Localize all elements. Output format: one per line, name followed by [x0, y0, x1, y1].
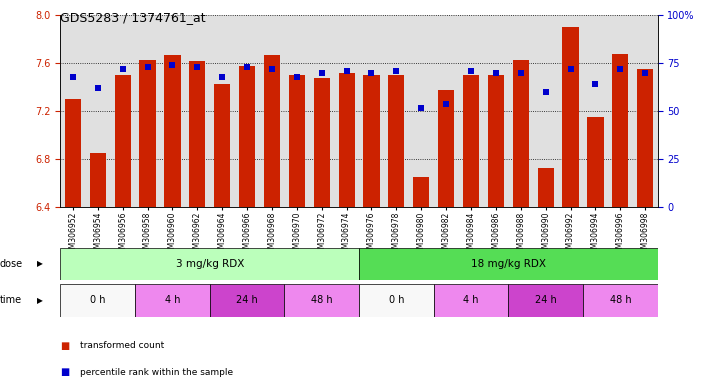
Text: 4 h: 4 h — [165, 295, 180, 306]
Bar — [289, 75, 305, 207]
Text: 3 mg/kg RDX: 3 mg/kg RDX — [176, 259, 244, 269]
Point — [565, 66, 576, 72]
Bar — [508, 284, 583, 317]
Bar — [562, 27, 579, 207]
Point — [166, 62, 178, 68]
Text: percentile rank within the sample: percentile rank within the sample — [80, 368, 233, 377]
Point — [316, 70, 327, 76]
Bar — [587, 118, 604, 207]
Bar — [139, 60, 156, 207]
Text: dose: dose — [0, 259, 23, 269]
Point — [365, 70, 377, 76]
Point — [67, 74, 78, 80]
Point — [440, 101, 452, 107]
Point — [266, 66, 277, 72]
Bar — [359, 248, 658, 280]
Bar — [314, 78, 330, 207]
Bar — [538, 168, 554, 207]
Bar — [338, 73, 355, 207]
Bar — [264, 55, 280, 207]
Text: 18 mg/kg RDX: 18 mg/kg RDX — [471, 259, 546, 269]
Bar — [210, 284, 284, 317]
Text: ■: ■ — [60, 341, 70, 351]
Bar — [363, 75, 380, 207]
Point — [391, 68, 402, 74]
Bar — [513, 60, 529, 207]
Bar — [388, 75, 405, 207]
Point — [191, 64, 203, 70]
Text: ■: ■ — [60, 367, 70, 377]
Bar — [189, 61, 205, 207]
Bar — [583, 284, 658, 317]
Point — [241, 64, 253, 70]
Bar — [413, 177, 429, 207]
Bar — [438, 90, 454, 207]
Bar — [60, 284, 135, 317]
Bar — [60, 248, 359, 280]
Point — [490, 70, 501, 76]
Point — [465, 68, 476, 74]
Text: time: time — [0, 295, 22, 306]
Bar — [637, 70, 653, 207]
Point — [141, 64, 154, 70]
Point — [589, 81, 601, 88]
Point — [92, 85, 104, 91]
Text: 24 h: 24 h — [236, 295, 258, 306]
Point — [639, 70, 651, 76]
Bar — [463, 75, 479, 207]
Text: ▶: ▶ — [37, 260, 43, 268]
Text: 0 h: 0 h — [90, 295, 105, 306]
Text: 4 h: 4 h — [464, 295, 479, 306]
Text: GDS5283 / 1374761_at: GDS5283 / 1374761_at — [60, 12, 206, 25]
Bar — [65, 99, 81, 207]
Text: transformed count: transformed count — [80, 341, 164, 350]
Point — [614, 66, 626, 72]
Bar — [214, 84, 230, 207]
Point — [415, 104, 427, 111]
Text: 0 h: 0 h — [389, 295, 404, 306]
Point — [117, 66, 128, 72]
Text: 24 h: 24 h — [535, 295, 557, 306]
Point — [515, 70, 526, 76]
Text: ▶: ▶ — [37, 296, 43, 305]
Bar — [164, 55, 181, 207]
Bar — [284, 284, 359, 317]
Bar — [359, 284, 434, 317]
Point — [540, 89, 551, 95]
Bar — [114, 75, 131, 207]
Text: 48 h: 48 h — [311, 295, 333, 306]
Bar — [90, 153, 106, 207]
Point — [216, 74, 228, 80]
Bar — [434, 284, 508, 317]
Bar — [612, 54, 629, 207]
Bar — [488, 75, 504, 207]
Bar — [135, 284, 210, 317]
Point — [292, 74, 303, 80]
Bar — [239, 66, 255, 207]
Text: 48 h: 48 h — [609, 295, 631, 306]
Point — [341, 68, 352, 74]
